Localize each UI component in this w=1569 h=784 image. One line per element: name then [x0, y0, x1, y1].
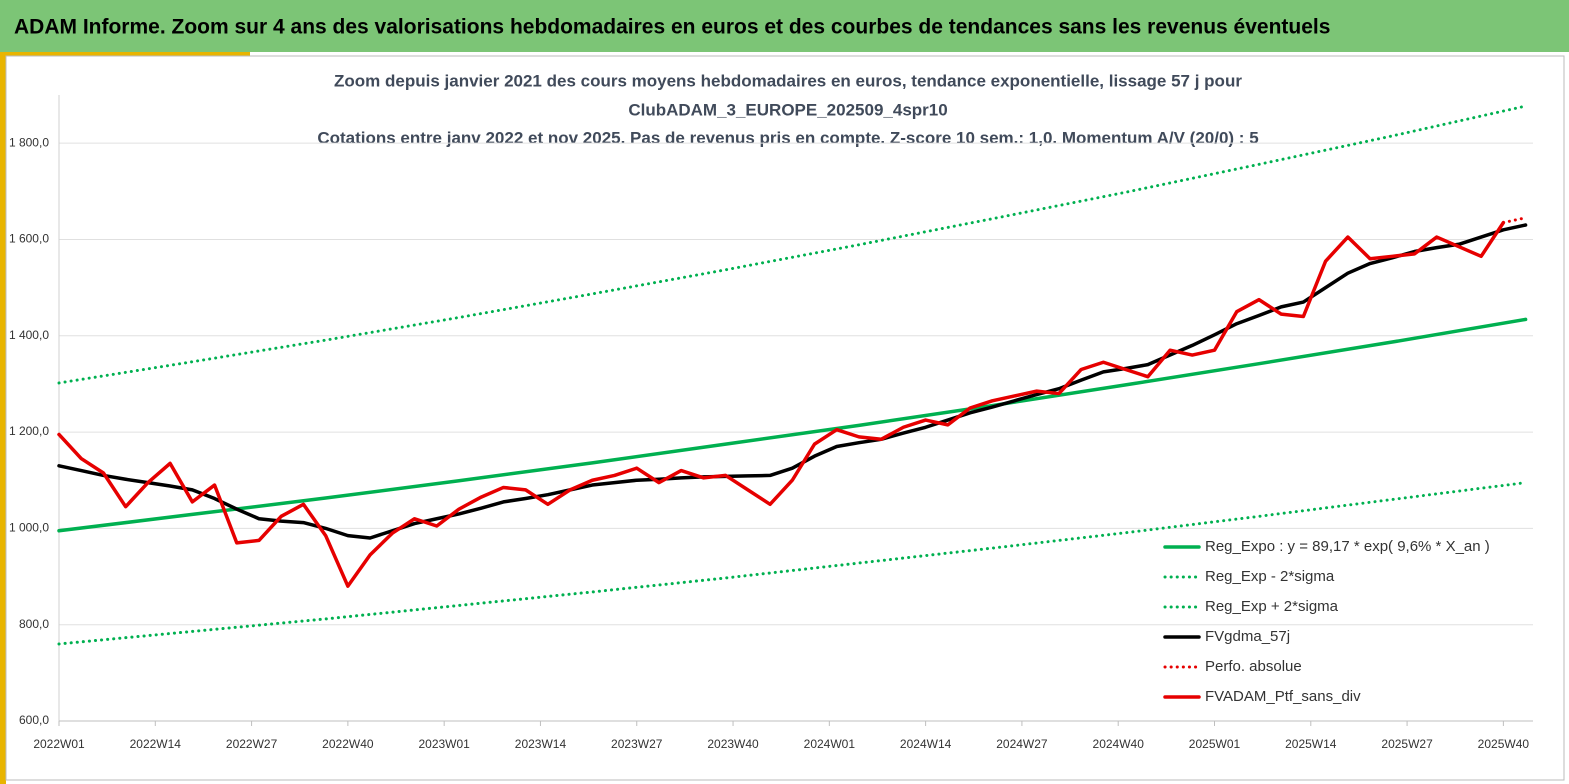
x-tick-label: 2025W40 [1478, 737, 1530, 751]
chart-frame [5, 55, 1565, 781]
x-tick-label: 2024W14 [900, 737, 952, 751]
series-line [57, 104, 1528, 385]
y-tick-label: 1 800,0 [9, 135, 49, 149]
y-tick-label: 1 400,0 [9, 328, 49, 342]
series-line [57, 481, 1528, 646]
x-tick-label: 2025W01 [1189, 737, 1241, 751]
x-tick-label: 2022W01 [33, 737, 85, 751]
x-tick-label: 2024W01 [804, 737, 856, 751]
y-tick-label: 1 200,0 [9, 424, 49, 438]
x-tick-label: 2022W27 [226, 737, 278, 751]
series-line [1501, 216, 1528, 225]
left-accent [0, 52, 6, 784]
header-band [0, 0, 1569, 52]
chart-title: ClubADAM_3_EUROPE_202509_4spr10 [628, 100, 947, 119]
legend-label: Reg_Exp + 2*sigma [1205, 598, 1339, 615]
legend-label: Reg_Expo : y = 89,17 * exp( 9,6% * X_an … [1205, 538, 1490, 555]
header-title: ADAM Informe. Zoom sur 4 ans des valoris… [14, 16, 1330, 39]
legend-label: Reg_Exp - 2*sigma [1205, 568, 1335, 585]
x-tick-label: 2023W40 [707, 737, 759, 751]
chart-title: Zoom depuis janvier 2021 des cours moyen… [334, 71, 1242, 90]
series-line [57, 317, 1528, 533]
y-tick-label: 800,0 [19, 617, 49, 631]
series-line [57, 220, 1506, 588]
x-tick-label: 2022W14 [130, 737, 182, 751]
x-tick-label: 2025W27 [1381, 737, 1433, 751]
y-tick-label: 1 600,0 [9, 232, 49, 246]
x-tick-label: 2022W40 [322, 737, 374, 751]
x-tick-label: 2023W27 [611, 737, 663, 751]
x-tick-label: 2025W14 [1285, 737, 1337, 751]
y-tick-label: 1 000,0 [9, 521, 49, 535]
top-accent [0, 52, 250, 56]
legend-label: FVADAM_Ptf_sans_div [1205, 688, 1361, 705]
legend-label: Perfo. absolue [1205, 658, 1302, 675]
x-tick-label: 2024W40 [1093, 737, 1145, 751]
x-tick-label: 2024W27 [996, 737, 1048, 751]
x-tick-label: 2023W01 [418, 737, 470, 751]
x-tick-label: 2023W14 [515, 737, 567, 751]
chart-title: Cotations entre janv 2022 et nov 2025. P… [317, 128, 1258, 147]
legend-label: FVgdma_57j [1205, 628, 1290, 645]
y-tick-label: 600,0 [19, 713, 49, 727]
series-line [57, 223, 1528, 540]
